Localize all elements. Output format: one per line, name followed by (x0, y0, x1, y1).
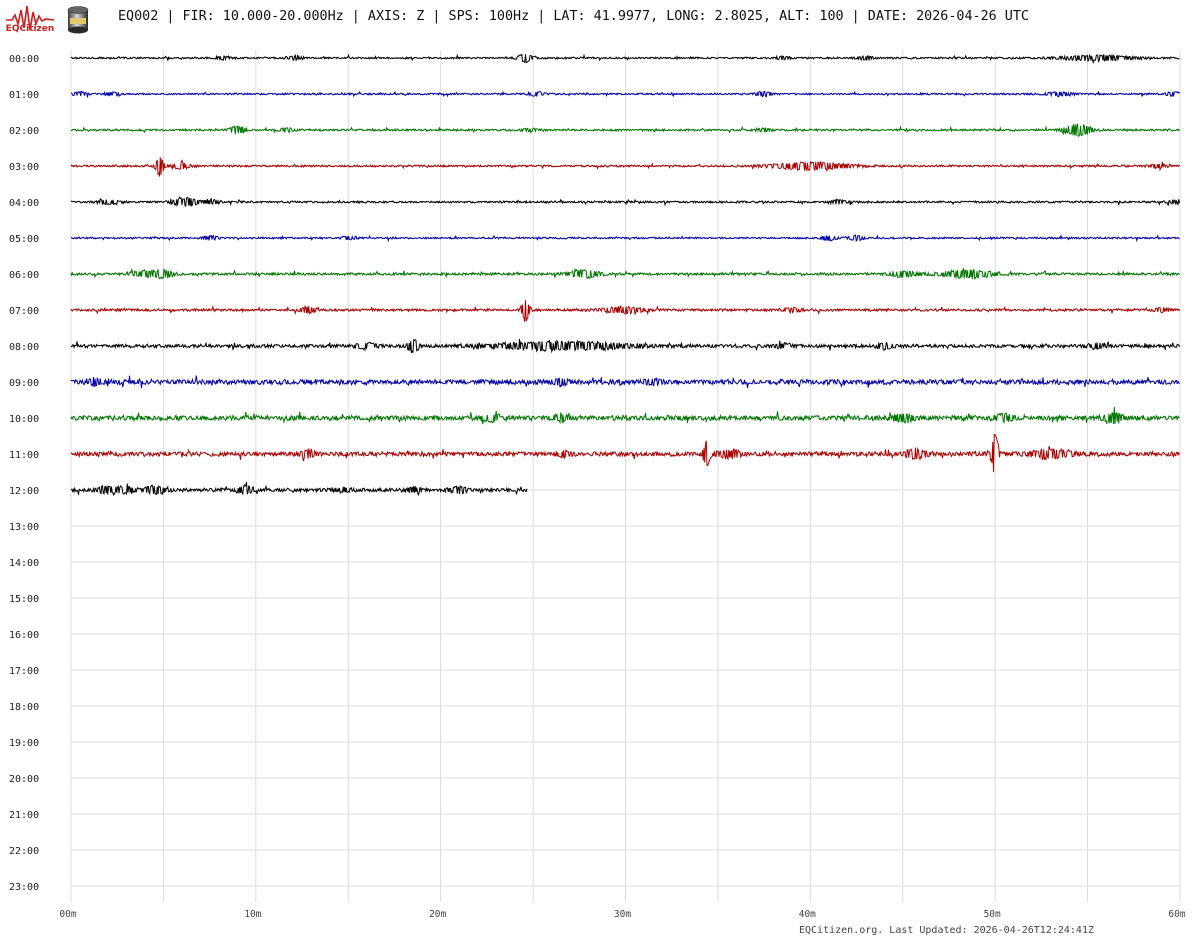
x-tick-label: 50m (984, 909, 1001, 920)
hour-label: 10:00 (9, 414, 39, 425)
hour-label: 16:00 (9, 630, 39, 641)
hour-label: 22:00 (9, 846, 39, 857)
hour-label: 06:00 (9, 270, 39, 281)
hour-label: 03:00 (9, 162, 39, 173)
x-tick-label: 10m (244, 909, 261, 920)
hour-label: 12:00 (9, 486, 39, 497)
hour-label: 18:00 (9, 702, 39, 713)
hour-labels: 00:00 01:00 02:00 03:00 04:00 05:00 06:00 07:00… (9, 54, 39, 893)
hour-label: 04:00 (9, 198, 39, 209)
trace-line (70, 406, 1180, 425)
hour-label: 11:00 (9, 450, 39, 461)
x-tick-label: 30m (614, 909, 631, 920)
hour-label: 00:00 (9, 54, 39, 65)
hour-label: 19:00 (9, 738, 39, 749)
trace-line (70, 233, 1180, 243)
hour-label: 02:00 (9, 126, 39, 137)
hour-label: 21:00 (9, 810, 39, 821)
trace-line (70, 300, 1180, 322)
x-tick-label: 40m (799, 909, 816, 920)
trace-line (70, 196, 1180, 208)
hour-label: 01:00 (9, 90, 39, 101)
eqcitizen-logo-icon (6, 5, 55, 31)
x-tick-label: 00m (59, 909, 76, 920)
trace-line (70, 157, 1180, 177)
hour-label: 07:00 (9, 306, 39, 317)
hour-label: 17:00 (9, 666, 39, 677)
header: EQCitizen EQ002 | FIR: 10.000-20.000Hz |… (0, 0, 1200, 42)
trace-line (70, 267, 1180, 280)
hour-label: 05:00 (9, 234, 39, 245)
trace-line (70, 123, 1180, 137)
trace-line (70, 90, 1180, 98)
hour-label: 15:00 (9, 594, 39, 605)
trace-line (70, 53, 1180, 65)
hour-label: 08:00 (9, 342, 39, 353)
hour-label: 09:00 (9, 378, 39, 389)
hour-label: 13:00 (9, 522, 39, 533)
hour-label: 23:00 (9, 882, 39, 893)
chart-grid (70, 50, 1181, 902)
hour-label: 14:00 (9, 558, 39, 569)
trace-line (70, 433, 1180, 473)
trace-line (70, 481, 528, 497)
trace-line (70, 338, 1180, 354)
x-tick-label: 20m (429, 909, 446, 920)
footer-last-updated: EQCitizen.org. Last Updated: 2026-04-26T… (798, 925, 1094, 936)
seismometer-device-icon (67, 6, 89, 34)
header-title: EQ002 | FIR: 10.000-20.000Hz | AXIS: Z |… (118, 9, 1029, 24)
seismic-traces (70, 53, 1180, 497)
hour-label: 20:00 (9, 774, 39, 785)
x-tick-label: 60m (1168, 909, 1185, 920)
trace-line (70, 375, 1180, 389)
x-axis-ticks: 00m 10m 20m 30m 40m 50m 60m (59, 909, 1185, 920)
logo-text: EQCitizen (5, 24, 55, 34)
